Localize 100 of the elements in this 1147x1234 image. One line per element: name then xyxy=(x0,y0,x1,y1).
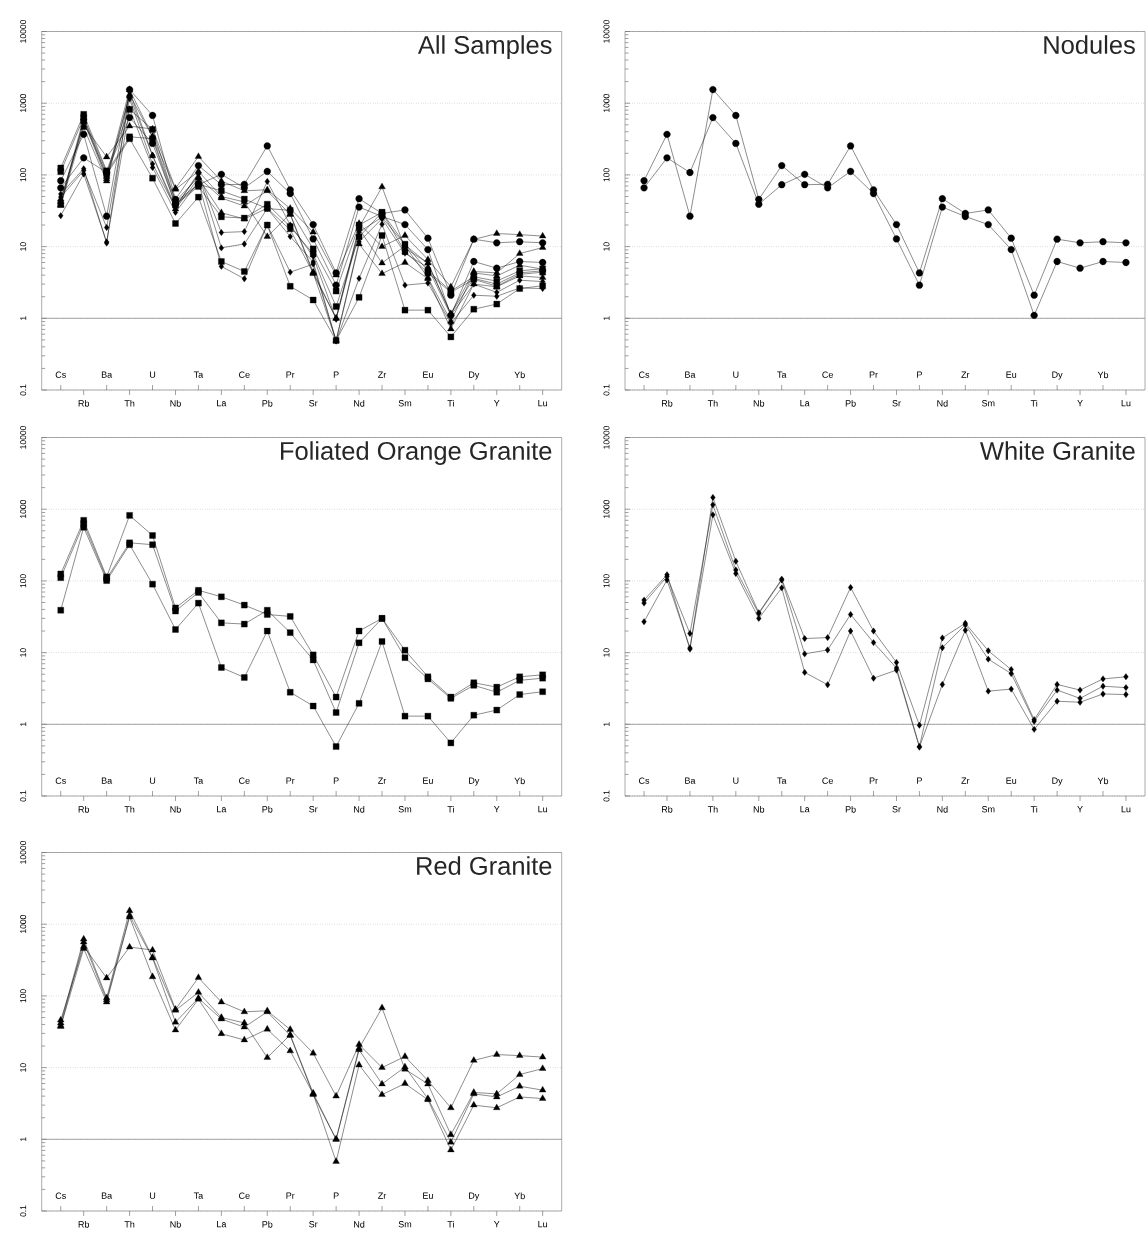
x-tick-label: Zr xyxy=(961,777,970,784)
x-tick-label: P xyxy=(333,1192,339,1199)
x-tick-label: Cs xyxy=(55,777,66,784)
x-tick-label: Ce xyxy=(822,371,833,378)
x-tick-label: Dy xyxy=(1052,371,1063,380)
y-tick-label: 10000 xyxy=(20,426,27,449)
y-tick-label: 10 xyxy=(603,648,610,657)
x-tick-label: Sr xyxy=(309,1221,318,1228)
x-tick-label: Yb xyxy=(514,777,525,785)
x-tick-label: P xyxy=(333,777,339,784)
x-tick-label: Lu xyxy=(538,400,548,407)
chart-title: All Samples xyxy=(417,35,552,59)
y-tick-label: 1 xyxy=(20,1137,27,1142)
x-tick-label: Sm xyxy=(981,806,995,813)
y-tick-label: 1000 xyxy=(603,500,610,519)
y-tick-label: 1 xyxy=(20,722,27,727)
x-tick-label: La xyxy=(800,806,810,813)
x-tick-label: P xyxy=(333,371,339,378)
x-tick-label: Yb xyxy=(514,371,525,379)
x-tick-label: Eu xyxy=(423,777,433,784)
x-tick-label: Cs xyxy=(55,1192,66,1199)
chart-title: Foliated Orange Granite xyxy=(281,441,552,465)
x-tick-label: Nd xyxy=(354,400,365,407)
y-tick-label: 1 xyxy=(20,316,27,321)
x-tick-label: La xyxy=(217,400,227,407)
x-tick-label: Th xyxy=(124,1221,135,1228)
x-tick-label: Rb xyxy=(661,400,673,407)
x-tick-label: Sm xyxy=(981,400,995,407)
y-tick-label: 1 xyxy=(603,316,610,321)
x-tick-label: Rb xyxy=(78,400,90,407)
y-tick-label: 1000 xyxy=(20,915,27,934)
x-tick-label: Ce xyxy=(822,777,833,784)
x-tick-label: P xyxy=(917,371,922,378)
y-tick-label: 1000 xyxy=(20,94,27,113)
x-tick-label: Lu xyxy=(538,806,548,813)
x-tick-label: Ti xyxy=(1030,400,1038,407)
x-tick-label: Nb xyxy=(170,806,181,813)
x-tick-label: Ba xyxy=(685,777,696,784)
x-tick-label: Nd xyxy=(937,400,948,407)
x-tick-label: Sr xyxy=(892,400,901,407)
chart-title: Red Granite xyxy=(417,856,552,875)
x-tick-label: Dy xyxy=(469,777,480,786)
x-tick-label: Cs xyxy=(639,371,650,378)
x-tick-label: Lu xyxy=(1121,400,1131,407)
x-tick-label: U xyxy=(733,777,739,784)
x-tick-label: La xyxy=(217,1221,227,1228)
x-tick-label: Y xyxy=(1077,400,1083,407)
x-tick-label: Sr xyxy=(892,806,901,813)
x-tick-label: Pb xyxy=(262,400,273,407)
x-tick-label: Nb xyxy=(170,1221,181,1228)
y-tick-label: 10000 xyxy=(20,20,27,43)
x-tick-label: Pr xyxy=(286,777,295,784)
x-tick-label: Nd xyxy=(354,806,365,813)
x-tick-label: Nd xyxy=(354,1221,365,1228)
x-tick-label: La xyxy=(800,400,810,407)
y-tick-label: 10 xyxy=(603,242,610,251)
x-tick-label: Pb xyxy=(845,806,856,813)
y-tick-label: 100 xyxy=(603,168,610,182)
x-tick-label: U xyxy=(149,371,156,378)
x-tick-label: Sr xyxy=(309,400,318,407)
x-tick-label: Sr xyxy=(309,806,318,813)
y-tick-label: 0.1 xyxy=(20,790,27,802)
y-tick-label: 1000 xyxy=(603,94,610,113)
x-tick-label: Ta xyxy=(193,777,204,784)
x-tick-label: Cs xyxy=(55,371,66,378)
x-tick-label: Pb xyxy=(262,1221,273,1228)
x-tick-label: Ba xyxy=(685,371,696,378)
x-tick-label: Eu xyxy=(1006,777,1017,784)
y-tick-label: 10000 xyxy=(603,20,610,43)
chart-title: White Granite xyxy=(980,441,1135,460)
x-tick-label: Nb xyxy=(170,400,181,407)
y-tick-label: 10000 xyxy=(603,426,610,449)
y-tick-label: 10 xyxy=(20,648,27,657)
x-tick-label: P xyxy=(917,777,922,784)
x-tick-label: Yb xyxy=(514,1192,525,1200)
x-tick-label: Y xyxy=(493,1221,500,1228)
x-tick-label: La xyxy=(217,806,227,813)
x-tick-label: Th xyxy=(124,806,135,813)
x-tick-label: Pr xyxy=(869,777,878,784)
x-tick-label: Ti xyxy=(447,400,454,407)
x-tick-label: Ta xyxy=(777,777,787,784)
x-tick-label: Dy xyxy=(469,371,480,380)
x-tick-label: Sm xyxy=(398,806,412,813)
x-tick-label: Pr xyxy=(286,371,295,378)
x-tick-label: Ce xyxy=(239,1192,250,1199)
x-tick-label: Eu xyxy=(423,371,433,378)
x-tick-label: Ta xyxy=(193,1192,204,1199)
x-tick-label: U xyxy=(149,777,156,784)
x-tick-label: Pr xyxy=(286,1192,295,1199)
x-tick-label: Nb xyxy=(753,806,765,813)
x-tick-label: Lu xyxy=(538,1221,548,1228)
x-tick-label: Eu xyxy=(423,1192,433,1199)
x-tick-label: Ti xyxy=(447,806,454,813)
y-tick-label: 10 xyxy=(20,1063,27,1072)
y-tick-label: 0.1 xyxy=(603,384,610,396)
x-tick-label: Zr xyxy=(961,371,970,378)
y-tick-label: 100 xyxy=(603,574,610,588)
x-tick-label: Ce xyxy=(239,777,250,784)
x-tick-label: Ce xyxy=(239,371,250,378)
y-tick-label: 10 xyxy=(20,242,27,251)
